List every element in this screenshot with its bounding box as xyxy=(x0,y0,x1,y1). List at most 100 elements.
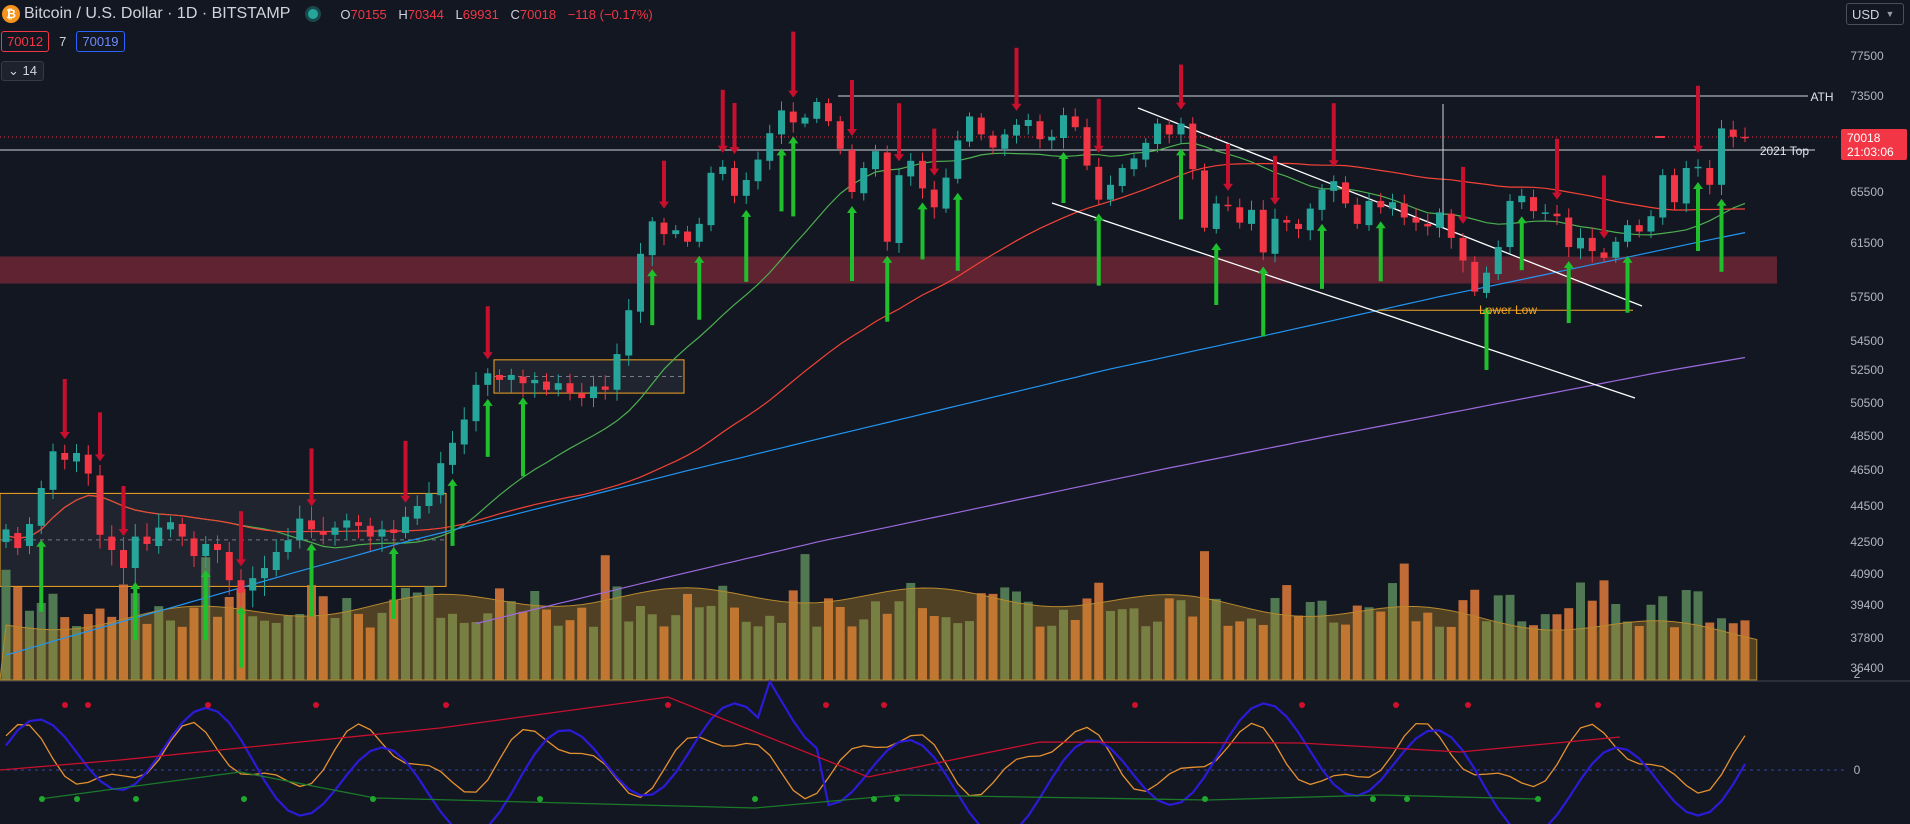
down-arrow-head-icon xyxy=(929,168,940,176)
up-arrow-head-icon xyxy=(1211,242,1222,250)
volume-average-area xyxy=(0,587,1758,681)
up-arrow-shaft xyxy=(521,403,525,477)
price-tick-label: 36400 xyxy=(1850,661,1884,675)
symbol-title[interactable]: Bitcoin / U.S. Dollar · 1D · BITSTAMP xyxy=(24,5,291,22)
price-tick-label: 57500 xyxy=(1850,290,1884,304)
up-arrow-head-icon xyxy=(447,478,458,486)
down-arrow-head-icon xyxy=(659,201,669,209)
candle-body xyxy=(178,524,186,537)
candle-body xyxy=(413,506,421,519)
candle-body xyxy=(1506,200,1514,248)
volume-bar xyxy=(436,617,446,680)
candle-body xyxy=(1518,195,1526,203)
candle-body xyxy=(1201,170,1208,228)
chevron-down-icon: ⌄ xyxy=(8,63,19,78)
down-arrow-head-icon xyxy=(236,559,246,567)
volume-bar xyxy=(788,590,798,680)
currency-select[interactable]: USD ▼ xyxy=(1846,3,1904,25)
candle-body xyxy=(613,354,621,390)
ohlc-readout: O70155 H70344 L69931 C70018 −118 (−0.17%… xyxy=(340,6,653,22)
candle-body xyxy=(84,454,92,474)
volume-bar xyxy=(1587,600,1597,680)
candle-body xyxy=(566,383,574,394)
up-arrow-head-icon xyxy=(694,255,705,263)
down-arrow-shaft xyxy=(403,440,408,497)
volume-bar xyxy=(624,621,634,680)
candle-body xyxy=(1271,218,1279,254)
volume-bar xyxy=(918,608,927,680)
oscillator-sell-dot xyxy=(1465,702,1471,708)
candle-body xyxy=(167,522,174,530)
ma-mid-line xyxy=(5,162,1745,539)
candle-body xyxy=(1248,209,1255,224)
candle-body xyxy=(120,550,127,568)
up-arrow-head-icon xyxy=(518,397,528,405)
candle-body xyxy=(519,376,527,384)
up-arrow-head-icon xyxy=(1258,266,1269,274)
candle-body xyxy=(1154,123,1161,144)
candle-body xyxy=(1083,127,1091,166)
candle-body xyxy=(437,463,445,496)
down-arrow-shaft xyxy=(1179,64,1183,104)
volume-bar xyxy=(753,626,763,680)
up-arrow-shaft xyxy=(450,484,455,546)
down-arrow-shaft xyxy=(1014,47,1019,105)
volume-bar xyxy=(412,592,422,680)
oscillator-buy-dot xyxy=(1202,796,1208,802)
candle-body xyxy=(366,525,374,537)
volume-bar xyxy=(1176,600,1186,680)
volume-bar xyxy=(589,626,598,680)
candle-body xyxy=(37,488,45,526)
up-arrow-head-icon xyxy=(882,255,893,263)
candle-body xyxy=(331,527,339,535)
volume-bar xyxy=(1529,625,1538,680)
oscillator-buy-dot xyxy=(537,796,543,802)
oscillator-bullish-divergence-line xyxy=(39,771,1539,809)
ath-label: ATH xyxy=(1810,90,1833,104)
volume-bar xyxy=(1188,616,1198,680)
up-arrow-head-icon xyxy=(1375,221,1386,229)
candle-body xyxy=(836,121,844,149)
volume-bar xyxy=(706,605,716,680)
price-tick-label: 73500 xyxy=(1850,89,1884,103)
volume-bar xyxy=(1599,580,1609,680)
volume-bar xyxy=(671,615,681,680)
up-arrow-shaft xyxy=(850,212,854,281)
chevron-down-icon: ▼ xyxy=(1885,9,1895,19)
indicators-count: 14 xyxy=(22,63,37,78)
candle-body xyxy=(601,386,609,390)
oscillator-buy-dot xyxy=(1370,796,1376,802)
buy-button[interactable]: 70019 xyxy=(76,31,125,52)
up-arrow-head-icon xyxy=(236,606,246,614)
volume-bar xyxy=(1423,612,1433,680)
down-arrow-shaft xyxy=(1696,85,1700,147)
candle-body xyxy=(14,533,22,548)
volume-bar xyxy=(107,616,117,680)
ma-long-line xyxy=(475,356,1746,625)
volume-bar xyxy=(1493,595,1503,680)
up-arrow-shaft xyxy=(1484,312,1489,370)
candle-body xyxy=(1224,204,1232,207)
candle-body xyxy=(496,374,503,380)
ma-slow-line xyxy=(5,232,1746,656)
volume-bar xyxy=(142,623,152,680)
candles-layer xyxy=(2,97,1749,609)
candle-body xyxy=(942,177,950,209)
up-arrow-shaft xyxy=(1378,227,1383,282)
oscillator-buy-dot xyxy=(74,796,80,802)
up-arrow-shaft xyxy=(1519,222,1524,271)
candle-body xyxy=(872,151,879,170)
candle-body xyxy=(1013,124,1020,136)
price-axis: 77500 73500 65500 61500 57500 54500 52500 50500… xyxy=(1850,49,1884,675)
sell-button[interactable]: 70012 xyxy=(1,31,50,52)
volume-bar xyxy=(459,622,469,680)
up-arrow-shaft xyxy=(885,261,890,322)
oscillator-buy-dot xyxy=(871,796,877,802)
candle-body xyxy=(883,152,891,242)
indicators-toggle-button[interactable]: ⌄ 14 xyxy=(1,61,44,81)
up-arrow-shaft xyxy=(791,142,796,217)
up-arrow-shaft xyxy=(955,198,960,271)
volume-bar xyxy=(1540,614,1550,680)
candle-body xyxy=(684,231,691,242)
